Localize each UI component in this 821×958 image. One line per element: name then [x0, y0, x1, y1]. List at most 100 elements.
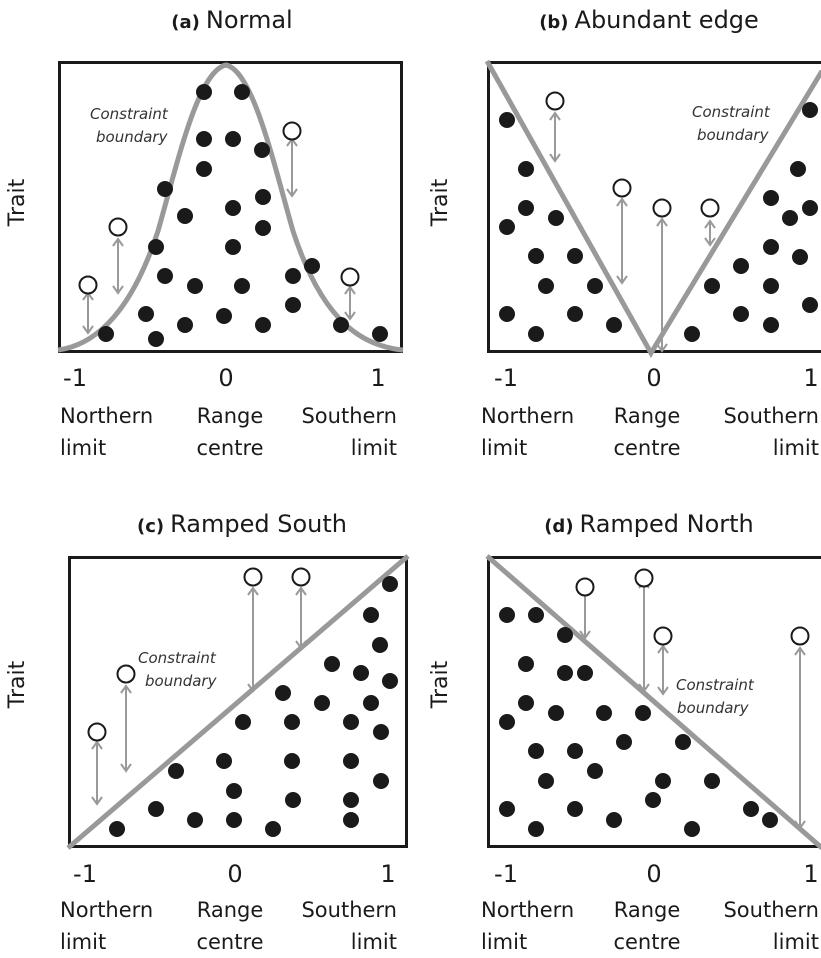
individual-dot: [234, 278, 250, 294]
individual-dot: [343, 753, 359, 769]
open-circles: [577, 570, 809, 645]
individual-dot: [353, 665, 369, 681]
tick-label: 0: [646, 860, 661, 888]
individual-dot: [499, 607, 515, 623]
individual-dot: [704, 278, 720, 294]
annotation-line2: boundary: [677, 699, 750, 717]
plot-area: Constraint boundary: [487, 556, 821, 848]
panel-title: (a)Normal: [32, 6, 432, 34]
individual-dot: [372, 326, 388, 342]
individual-dot: [216, 753, 232, 769]
open-circle: [118, 666, 135, 683]
individual-dot: [333, 317, 349, 333]
individual-dot: [196, 84, 212, 100]
open-circle: [89, 724, 106, 741]
individual-dot: [645, 792, 661, 808]
individual-dot: [606, 317, 622, 333]
individual-dot: [324, 656, 340, 672]
individual-dot: [499, 306, 515, 322]
individual-dot: [343, 812, 359, 828]
open-circle: [342, 269, 359, 286]
individual-dot: [518, 200, 534, 216]
individual-dot: [557, 665, 573, 681]
open-circle: [547, 93, 564, 110]
individual-dot: [157, 181, 173, 197]
individual-dot: [285, 792, 301, 808]
individual-dot: [372, 637, 388, 653]
open-circle: [110, 219, 127, 236]
individual-dot: [148, 331, 164, 347]
individual-dot: [255, 189, 271, 205]
open-circle: [577, 579, 594, 596]
individual-dot: [109, 821, 125, 837]
individual-dot: [567, 306, 583, 322]
annotation-line1: Constraint: [138, 649, 217, 667]
panel-a: (a)Normal Trait: [0, 0, 410, 470]
annotation-line1: Constraint: [692, 103, 771, 121]
individual-dot: [518, 695, 534, 711]
individual-dot: [265, 821, 281, 837]
panel-title: (d)Ramped North: [449, 510, 821, 538]
individual-dot: [557, 627, 573, 643]
individual-dot: [587, 763, 603, 779]
open-circle: [293, 569, 310, 586]
individual-dot: [168, 763, 184, 779]
individual-dot: [363, 695, 379, 711]
individual-dot: [254, 142, 270, 158]
individual-dot: [373, 773, 389, 789]
tick-label: 1: [803, 860, 818, 888]
panel-b: (b)Abundant edge Trait: [421, 0, 821, 470]
individual-dot: [382, 673, 398, 689]
individual-dot: [518, 161, 534, 177]
individual-dot: [802, 297, 818, 313]
open-circle: [245, 569, 262, 586]
individual-dot: [538, 773, 554, 789]
y-axis-label: Trait: [428, 179, 453, 226]
open-circle: [655, 628, 672, 645]
individual-dot: [763, 278, 779, 294]
individual-dot: [363, 607, 379, 623]
open-circle: [702, 200, 719, 217]
open-circle: [636, 570, 653, 587]
tick-label: -1: [494, 364, 518, 392]
individual-dot: [216, 308, 232, 324]
individual-dot: [567, 801, 583, 817]
individual-dot: [225, 131, 241, 147]
individual-dot: [225, 239, 241, 255]
tick-label: 1: [380, 860, 395, 888]
individual-dot: [255, 317, 271, 333]
y-axis-label: Trait: [5, 661, 30, 708]
individual-dot: [733, 306, 749, 322]
tick-label: 0: [227, 860, 242, 888]
individual-dot: [528, 326, 544, 342]
individual-dot: [275, 685, 291, 701]
annotation-line1: Constraint: [676, 676, 755, 694]
panel-label: (c): [137, 516, 164, 537]
tick-label: 0: [218, 364, 233, 392]
individual-dot: [499, 112, 515, 128]
individual-dot: [790, 161, 806, 177]
individual-dot: [763, 317, 779, 333]
open-circle: [80, 277, 97, 294]
individual-dot: [187, 812, 203, 828]
tick-label: 1: [370, 364, 385, 392]
constrained-individuals: [98, 84, 388, 347]
individual-dot: [743, 801, 759, 817]
individual-dot: [792, 249, 808, 265]
tick-label: 1: [803, 364, 818, 392]
individual-dot: [675, 734, 691, 750]
individual-dot: [382, 576, 398, 592]
individual-dot: [684, 821, 700, 837]
panel-title: (c)Ramped South: [42, 510, 442, 538]
individual-dot: [226, 812, 242, 828]
open-circle: [792, 628, 809, 645]
individual-dot: [148, 239, 164, 255]
individual-dot: [567, 743, 583, 759]
